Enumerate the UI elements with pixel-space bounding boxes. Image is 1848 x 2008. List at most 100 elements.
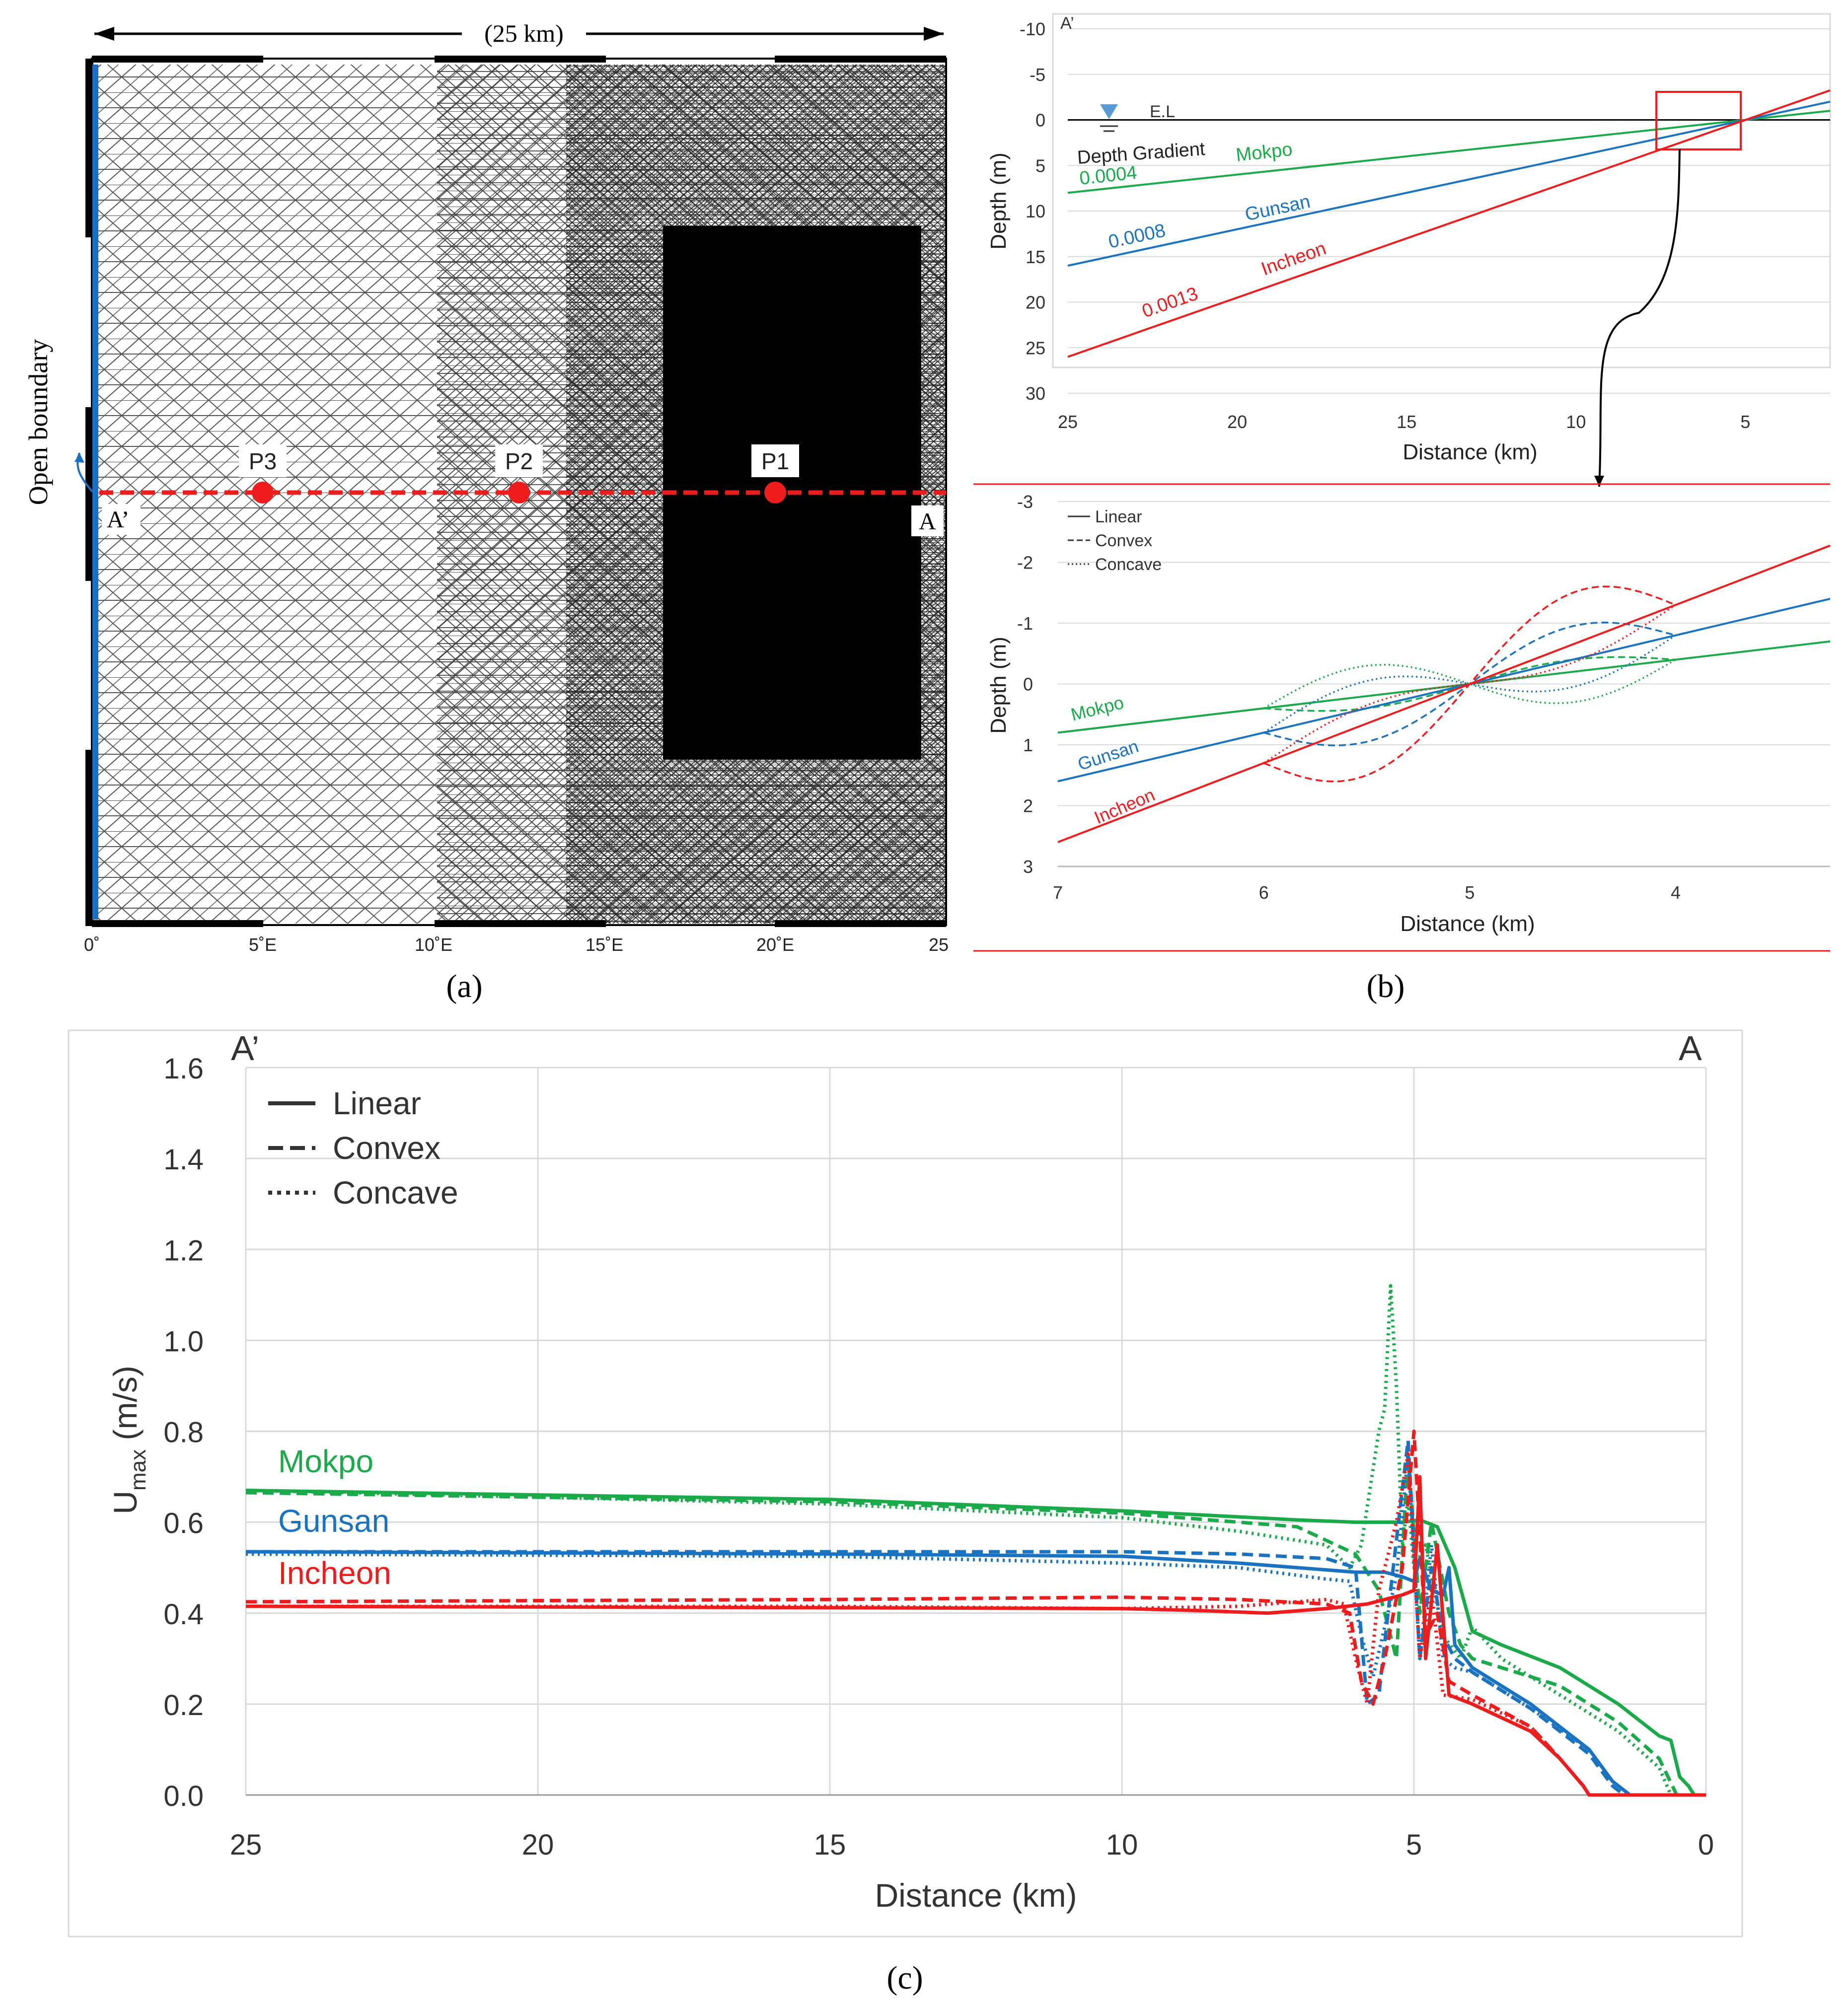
- c-y-tick: 0.2: [163, 1689, 204, 1721]
- point-marker-p2: [508, 482, 530, 503]
- b-zoom-linear-incheon: [1057, 544, 1831, 843]
- b-zoom-legend-linear: Linear: [1095, 507, 1142, 526]
- panel-label-a: (a): [446, 968, 482, 1004]
- point-label-p3: P3: [249, 448, 277, 474]
- water-level-label: E.L: [1150, 102, 1175, 121]
- b-zoom-legend-concave: Concave: [1095, 555, 1162, 574]
- b-zoom-legend-convex: Convex: [1095, 531, 1152, 550]
- c-y-tick: 1.2: [163, 1234, 204, 1267]
- c-ylabel: Umax (m/s): [107, 1365, 150, 1514]
- mesh-x-tick: 0˚: [84, 934, 100, 955]
- panel-label-c: (c): [887, 1960, 923, 1996]
- b-zoom-x-tick: 4: [1671, 882, 1681, 903]
- c-series-mokpo-linear: [245, 1489, 1706, 1797]
- b-zoom-y-tick: 2: [1023, 796, 1033, 816]
- b-zoom-linear-gunsan: [1057, 598, 1831, 783]
- b-top-y-tick: 30: [1026, 383, 1045, 404]
- b-zoom-concave-incheon: [1263, 604, 1676, 764]
- b-zoom-xlabel: Distance (km): [1400, 912, 1535, 936]
- mesh-x-tick: 20˚E: [756, 934, 794, 955]
- b-top-y-tick: 25: [1026, 338, 1045, 358]
- b-zoom-label-mokpo: Mokpo: [1069, 692, 1126, 725]
- c-ylabel-main: U: [107, 1491, 144, 1514]
- point-label-p2: P2: [505, 448, 533, 474]
- zoom-legend: Linear Convex Concave: [1068, 507, 1162, 574]
- b-zoom-y-tick: -2: [1017, 553, 1033, 573]
- velocity-chart: Mokpo Gunsan Incheon 0.0 0.2 0.4 0.6 0.8 1.0 1.2…: [68, 1029, 1743, 1996]
- c-xlabel: Distance (km): [875, 1877, 1077, 1914]
- c-y-tick: 1.4: [163, 1144, 204, 1176]
- mesh-x-tick: 15˚E: [586, 934, 623, 955]
- c-series-incheon-concave: [246, 1452, 1706, 1797]
- c-ylabel-unit: (m/s): [107, 1365, 144, 1449]
- mesh-x-tick: 10˚E: [415, 934, 452, 955]
- c-section-end: A: [1679, 1029, 1702, 1068]
- b-top-gradient-gunsan: 0.0008: [1107, 220, 1167, 253]
- observation-points: P3 P2 P1: [239, 444, 799, 503]
- b-top-label-incheon: Incheon: [1258, 238, 1329, 280]
- b-top-y-tick: -5: [1030, 65, 1045, 85]
- mesh-x-tick: 5˚E: [249, 934, 277, 955]
- b-zoom-x-tick: 6: [1259, 882, 1269, 903]
- water-level-icon: [1100, 104, 1118, 119]
- b-zoom-y-tick: 1: [1023, 735, 1033, 755]
- scale-label: (25 km): [484, 19, 564, 47]
- scale-arrow-right-head: [924, 27, 944, 41]
- depth-gradient-label: Depth Gradient: [1077, 139, 1206, 168]
- b-zoom-ylabel: Depth (m): [986, 637, 1011, 734]
- c-x-tick: 10: [1106, 1829, 1138, 1861]
- c-x-tick: 0: [1698, 1829, 1714, 1861]
- c-legend-concave: Concave: [333, 1175, 458, 1211]
- c-y-tick: 0.0: [163, 1780, 204, 1812]
- point-marker-p3: [252, 482, 274, 503]
- b-zoom-y-tick: 3: [1023, 857, 1033, 877]
- b-top-line-gunsan: [1067, 100, 1831, 267]
- zoom-connector: [1598, 148, 1681, 487]
- c-x-tick: 5: [1406, 1829, 1422, 1861]
- c-y-tick: 0.6: [163, 1507, 204, 1540]
- c-series-incheon-convex: [245, 1430, 1706, 1797]
- b-top-x-tick: 5: [1740, 412, 1750, 432]
- c-series-mokpo-concave: [245, 1284, 1706, 1797]
- b-zoom-x-tick: 7: [1053, 882, 1063, 903]
- b-top-y-tick: -10: [1020, 19, 1045, 39]
- c-section-start: A’: [231, 1029, 259, 1068]
- b-top-label-mokpo: Mokpo: [1235, 139, 1293, 166]
- b-top-y-tick: 15: [1026, 247, 1045, 267]
- b-top-x-tick: 25: [1058, 412, 1078, 432]
- velocity-legend: Linear Convex Concave: [268, 1085, 458, 1211]
- point-label-p1: P1: [761, 448, 789, 474]
- section-end-label: A: [919, 508, 936, 535]
- section-start-label: A’: [107, 506, 129, 533]
- mesh-panel: (25 km): [23, 15, 949, 1004]
- b-top-line-incheon: [1067, 89, 1831, 358]
- c-x-tick: 15: [814, 1829, 846, 1861]
- mesh-border-bars: [85, 56, 946, 927]
- b-top-x-tick: 15: [1397, 412, 1416, 432]
- zoom-box: [1655, 91, 1742, 150]
- b-top-xlabel: Distance (km): [1403, 440, 1537, 464]
- b-top-x-tick: 20: [1227, 412, 1247, 432]
- c-y-tick: 1.0: [163, 1325, 204, 1358]
- c-ylabel-sub: max: [126, 1449, 150, 1491]
- b-zoom-y-tick: 0: [1023, 674, 1033, 695]
- b-top-ylabel: Depth (m): [986, 152, 1011, 250]
- panel-label-b: (b): [1367, 968, 1405, 1004]
- b-top-gradient-incheon: 0.0013: [1139, 283, 1201, 322]
- c-x-tick: 25: [230, 1829, 262, 1861]
- b-top-x-tick: 10: [1566, 412, 1586, 432]
- b-zoom-concave-mokpo: [1263, 658, 1676, 710]
- point-marker-p1: [764, 482, 786, 503]
- mesh-x-ticks: 0˚ 5˚E 10˚E 15˚E 20˚E 25: [84, 934, 949, 955]
- c-legend-linear: Linear: [333, 1085, 421, 1121]
- b-top-y-tick: 0: [1035, 110, 1045, 131]
- c-series-incheon-linear: [245, 1475, 1706, 1797]
- b-zoom-y-tick: -1: [1017, 613, 1033, 634]
- b-top-y-tick: 5: [1035, 155, 1045, 176]
- c-y-tick: 1.6: [163, 1053, 204, 1085]
- c-y-tick: 0.8: [163, 1417, 204, 1449]
- c-series-mokpo-convex: [245, 1452, 1706, 1797]
